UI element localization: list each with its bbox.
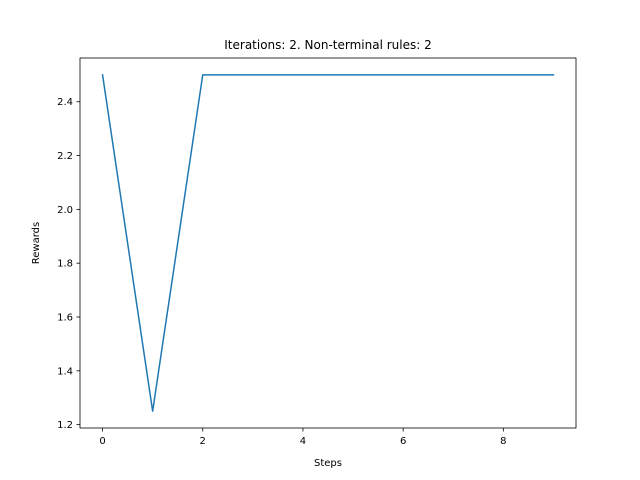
x-axis-ticks: 0 2 4 6 8 [99, 428, 507, 447]
y-tick-label: 1.6 [57, 313, 73, 324]
y-tick-label: 2.4 [57, 97, 73, 108]
y-tick-label: 2.0 [57, 205, 73, 216]
y-tick-label: 1.2 [57, 420, 73, 431]
x-tick-label: 0 [99, 436, 105, 447]
series-line [101, 73, 555, 412]
y-tick-label: 1.8 [57, 259, 73, 270]
x-tick-label: 2 [200, 436, 206, 447]
plot-area [80, 58, 576, 428]
series-group [101, 73, 555, 412]
y-tick-label: 1.4 [57, 366, 73, 377]
y-axis-ticks: 1.2 1.4 1.6 1.8 2.0 2.2 2.4 [57, 97, 80, 431]
x-tick-label: 6 [400, 436, 406, 447]
x-tick-label: 4 [300, 436, 306, 447]
x-axis-label: Steps [314, 458, 342, 469]
y-tick-label: 2.2 [57, 151, 73, 162]
chart-title: Iterations: 2. Non-terminal rules: 2 [224, 38, 431, 52]
x-tick-label: 8 [500, 436, 506, 447]
y-axis-label: Rewards [31, 222, 42, 264]
plot-frame [79, 57, 577, 429]
